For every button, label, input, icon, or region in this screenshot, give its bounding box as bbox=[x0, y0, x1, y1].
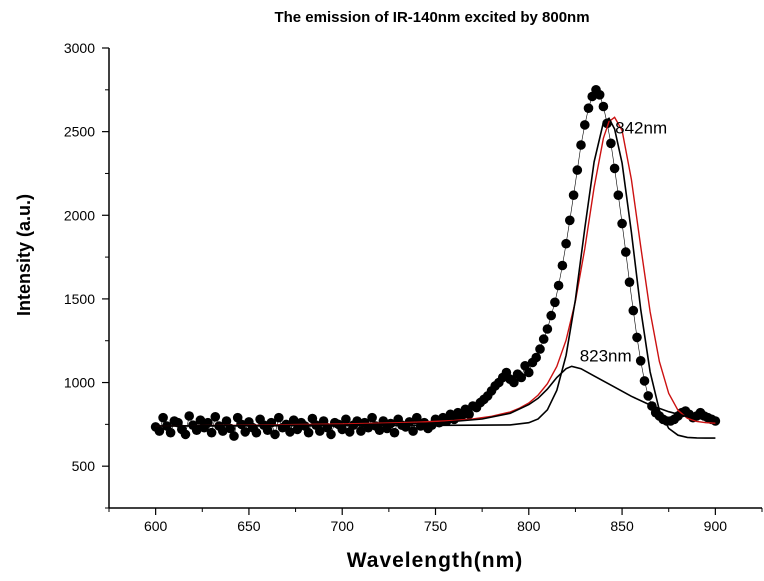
data-point bbox=[531, 352, 541, 363]
data-point bbox=[553, 280, 564, 291]
data-point bbox=[576, 140, 586, 150]
data-point bbox=[229, 431, 239, 441]
y-tick-label-500: 500 bbox=[72, 458, 96, 474]
data-point bbox=[632, 332, 642, 343]
data-point bbox=[639, 376, 650, 386]
data-point bbox=[184, 411, 194, 421]
data-point bbox=[210, 412, 221, 422]
data-point bbox=[408, 426, 418, 436]
data-point bbox=[367, 412, 377, 423]
data-point bbox=[288, 415, 299, 426]
data-point bbox=[643, 391, 653, 401]
annotation-823nm: 823nm bbox=[580, 347, 632, 366]
data-point bbox=[158, 412, 168, 423]
data-point bbox=[635, 356, 646, 366]
series-line-3 bbox=[155, 365, 716, 427]
data-point bbox=[594, 90, 605, 100]
data-point bbox=[598, 101, 609, 112]
x-axis-label: Wavelength(nm) bbox=[347, 549, 524, 572]
x-tick-label-700: 700 bbox=[331, 518, 355, 534]
data-point bbox=[285, 427, 295, 437]
data-point bbox=[221, 416, 232, 426]
data-point bbox=[356, 426, 366, 436]
scatter-connector-line bbox=[155, 89, 716, 438]
data-point bbox=[154, 426, 165, 436]
data-point bbox=[389, 427, 400, 438]
plot-area: 500 1000 1500 2000 2500 3000 600 650 700 750 800 85… bbox=[64, 40, 763, 534]
data-point bbox=[412, 412, 422, 423]
y-tick-label-3000: 3000 bbox=[64, 40, 95, 56]
data-point bbox=[464, 409, 474, 420]
data-point bbox=[337, 424, 348, 435]
data-point bbox=[568, 190, 579, 200]
data-point bbox=[628, 305, 639, 316]
data-point bbox=[516, 372, 527, 383]
series-line-2 bbox=[155, 117, 716, 439]
data-point bbox=[546, 310, 556, 321]
data-point bbox=[572, 165, 583, 175]
annotation-842nm: 842nm bbox=[615, 118, 667, 137]
data-point bbox=[374, 425, 385, 436]
data-point bbox=[535, 344, 545, 354]
data-point bbox=[165, 427, 176, 438]
data-point bbox=[315, 426, 325, 436]
data-point bbox=[180, 429, 191, 440]
x-tick-label-850: 850 bbox=[610, 518, 634, 534]
data-point bbox=[218, 426, 228, 436]
data-point bbox=[542, 324, 553, 334]
data-point bbox=[538, 334, 549, 344]
data-point bbox=[509, 377, 519, 388]
x-tick-label-600: 600 bbox=[144, 518, 168, 534]
data-point bbox=[303, 427, 314, 438]
data-point bbox=[606, 138, 616, 149]
data-point bbox=[583, 103, 594, 113]
data-point bbox=[524, 367, 534, 378]
data-point bbox=[617, 218, 627, 229]
data-point bbox=[557, 260, 568, 271]
data-point bbox=[621, 247, 631, 257]
x-tick-label-750: 750 bbox=[424, 518, 448, 534]
data-point bbox=[206, 427, 217, 438]
data-point bbox=[624, 277, 635, 288]
y-tick-label-1500: 1500 bbox=[64, 291, 95, 307]
data-point bbox=[341, 414, 351, 425]
series-line-1 bbox=[155, 116, 716, 427]
data-point bbox=[609, 163, 620, 174]
data-point bbox=[550, 297, 560, 308]
chart-title: The emission of IR-140nm excited by 800n… bbox=[274, 9, 589, 26]
x-tick-label-900: 900 bbox=[704, 518, 728, 534]
data-point bbox=[561, 238, 571, 249]
x-tick-label-800: 800 bbox=[517, 518, 541, 534]
data-point bbox=[326, 429, 336, 440]
data-point bbox=[251, 427, 262, 438]
x-tick-label-650: 650 bbox=[237, 518, 261, 534]
data-point bbox=[195, 415, 206, 426]
y-tick-label-1000: 1000 bbox=[64, 375, 95, 391]
data-point bbox=[565, 215, 575, 226]
data-point bbox=[613, 190, 624, 200]
data-point bbox=[236, 419, 247, 430]
data-point bbox=[274, 412, 284, 423]
data-point bbox=[580, 120, 590, 130]
data-point bbox=[240, 427, 250, 437]
y-tick-label-2000: 2000 bbox=[64, 207, 95, 223]
data-point bbox=[270, 429, 280, 440]
data-point bbox=[262, 425, 273, 436]
data-point bbox=[191, 425, 202, 436]
y-axis-label: Intensity (a.u.) bbox=[14, 194, 34, 316]
y-tick-label-2500: 2500 bbox=[64, 124, 95, 140]
